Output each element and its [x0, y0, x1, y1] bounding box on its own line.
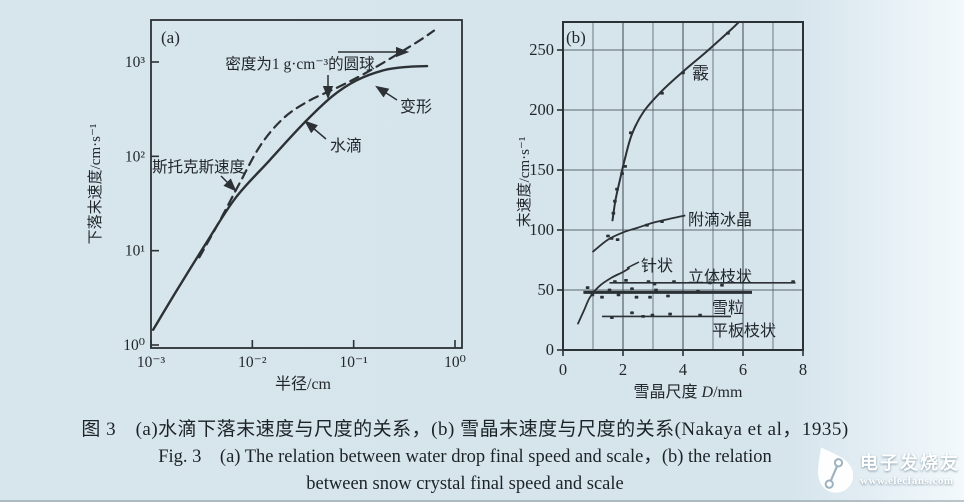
point-plane-dendrite-points [650, 313, 655, 317]
point-plane-dendrite-points [641, 315, 645, 318]
y-tick-label: 100 [529, 220, 554, 239]
elecfans-watermark: 电子发烧友 www.elecfans.com [813, 442, 960, 494]
x-tick-label: 2 [619, 360, 627, 379]
y-tick-label: 150 [529, 160, 554, 179]
point-rimed-crystal-points [609, 237, 614, 240]
point-graupel-points [623, 165, 627, 168]
y-tick-label: 0 [546, 340, 554, 359]
series-graupel-curve [611, 21, 740, 222]
chart-label: 斯托克斯速度 [152, 158, 245, 176]
x-tick-label: 0 [559, 360, 567, 379]
annotation-arrow [220, 175, 237, 192]
chart-label: 半径/cm [275, 375, 332, 393]
watermark-site: www.elecfans.com [860, 475, 954, 487]
point-graupel-points [620, 172, 624, 175]
caption-line-zh: 图 3 (a)水滴下落末速度与尺度的关系，(b) 雪晶末速度与尺度的关系(Nak… [81, 419, 849, 440]
point-misc-points [648, 295, 652, 299]
chart-label: 雪粒 [712, 299, 744, 317]
caption-line-en-1: Fig. 3 (a) The relation between water dr… [158, 447, 772, 467]
point-spatial-dendrite-points [708, 281, 712, 285]
figure-caption: 图 3 (a)水滴下落末速度与尺度的关系，(b) 雪晶末速度与尺度的关系(Nak… [0, 416, 930, 498]
x-tick-label: 10⁻³ [137, 354, 166, 371]
point-graupel-points [611, 211, 616, 215]
point-rimed-crystal-points [615, 238, 620, 241]
point-plane-dendrite-points [668, 312, 672, 316]
point-misc-points [607, 288, 612, 292]
y-tick-label: 200 [529, 100, 554, 119]
x-tick-label: 8 [799, 360, 807, 379]
chart-label: 下落末速度/cm·s⁻¹ [87, 124, 104, 245]
y-tick-label: 50 [538, 280, 555, 299]
chart-label: 密度为1 g·cm⁻³的圆球 [225, 55, 375, 73]
point-spatial-dendrite-points [791, 280, 795, 283]
point-misc-points [666, 294, 670, 298]
y-tick-label: 250 [529, 40, 554, 59]
chart-label: 末速度/cm·s⁻¹ [516, 137, 533, 228]
point-misc-points [696, 289, 700, 293]
figure-canvas: 10⁻³ 10⁻² 10⁻¹ 10⁰ 10⁰ 10¹ 10² 10³ (a) 密度为1 g·cm⁻… [87, 19, 807, 401]
y-tick-label: 10¹ [125, 243, 146, 260]
point-misc-points [585, 286, 590, 289]
elecfans-drop-logo [818, 447, 853, 493]
point-misc-points [624, 279, 628, 282]
chart-label: (a) [161, 28, 180, 47]
point-misc-points [600, 295, 604, 299]
chart-label: 霰 [692, 64, 709, 83]
annotation-arrow [375, 85, 398, 101]
point-plane-dendrite-points [630, 311, 634, 315]
chart-label: 水滴 [330, 137, 362, 155]
point-graupel-points [681, 71, 685, 75]
point-misc-points [654, 288, 658, 292]
chart-label: 附滴冰晶 [688, 211, 752, 229]
x-tick-label: 10⁻¹ [339, 354, 368, 371]
y-tick-label: 10² [125, 148, 146, 165]
annotation-arrow [626, 261, 640, 269]
chart-label: 针状 [641, 257, 673, 275]
annotation-arrow [304, 120, 327, 140]
chart-label: 雪晶尺度 D/mm [634, 383, 743, 401]
point-misc-points [630, 287, 634, 291]
point-misc-points [590, 293, 595, 297]
y-tick-label: 10⁰ [123, 337, 145, 354]
point-graupel-points [660, 91, 664, 95]
point-spatial-dendrite-points [652, 282, 657, 286]
series-water-drop-curve [151, 64, 429, 331]
y-tick-label: 10³ [125, 54, 146, 71]
series-rimed-crystal-curve [592, 214, 686, 253]
x-tick-label: 4 [679, 360, 687, 379]
x-tick-label: 10⁻² [238, 354, 267, 371]
x-tick-label: 10⁰ [444, 354, 466, 371]
series-needle-curve [577, 267, 630, 325]
point-spatial-dendrite-points [646, 280, 651, 283]
chart-label: 平板枝状 [712, 322, 776, 340]
caption-line-en-2: between snow crystal final speed and sca… [306, 474, 624, 494]
chart-label: 立体枝状 [688, 268, 752, 286]
point-spatial-dendrite-points [613, 280, 617, 283]
point-graupel-points [613, 199, 617, 203]
point-graupel-points [615, 187, 619, 191]
point-graupel-points [629, 131, 633, 135]
point-rimed-crystal-points [645, 223, 649, 227]
chart-label: 变形 [400, 98, 432, 116]
point-spatial-dendrite-points [720, 283, 724, 287]
chart-label: (b) [566, 28, 586, 47]
point-misc-points [616, 293, 621, 297]
point-plane-dendrite-points [610, 316, 614, 319]
point-graupel-points [726, 31, 730, 35]
point-rimed-crystal-points [606, 234, 610, 238]
point-spatial-dendrite-points [672, 280, 676, 283]
plot-border [150, 19, 463, 349]
x-tick-label: 6 [739, 360, 747, 379]
point-rimed-crystal-points [660, 220, 664, 223]
watermark-brand: 电子发烧友 [860, 453, 960, 473]
point-plane-dendrite-points [698, 313, 702, 317]
point-misc-points [634, 295, 639, 299]
